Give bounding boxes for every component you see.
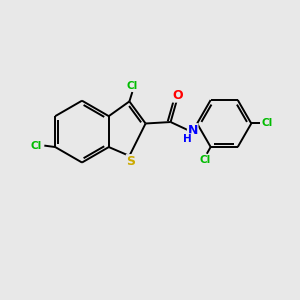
- Text: Cl: Cl: [262, 118, 273, 128]
- Text: O: O: [173, 89, 183, 102]
- Text: S: S: [126, 155, 135, 168]
- Text: Cl: Cl: [31, 141, 42, 151]
- Text: Cl: Cl: [200, 155, 211, 165]
- Text: H: H: [183, 134, 192, 144]
- Text: N: N: [188, 124, 198, 137]
- Text: Cl: Cl: [127, 81, 138, 91]
